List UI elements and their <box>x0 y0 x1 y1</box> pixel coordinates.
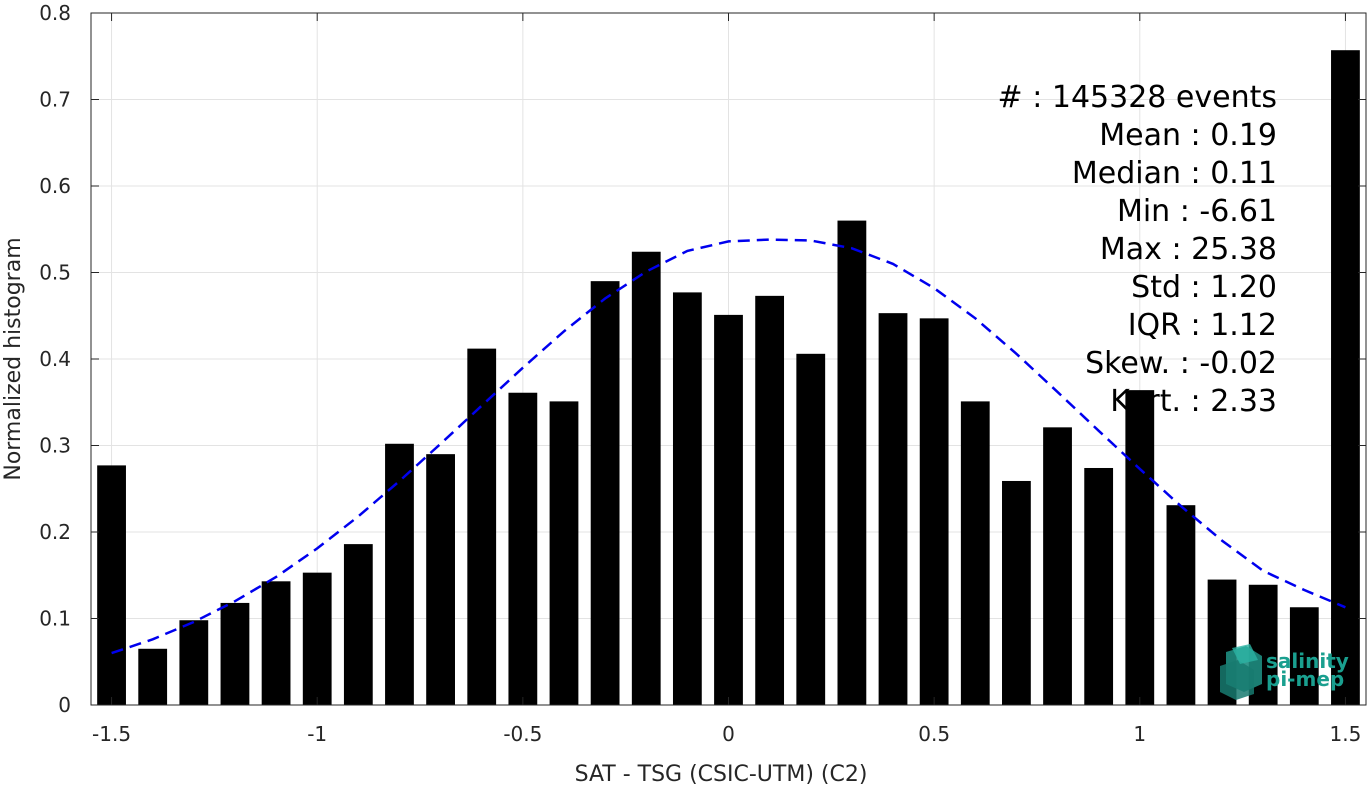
x-tick-label: -1 <box>307 722 327 746</box>
x-tick-label: 0.5 <box>918 722 950 746</box>
histogram-bar <box>672 292 702 705</box>
logo-text-pimep: pi-mep <box>1266 667 1344 691</box>
stat-line: Min : -6.61 <box>1117 194 1277 229</box>
y-tick-label: 0 <box>58 693 71 717</box>
stat-line: Max : 25.38 <box>1100 232 1277 267</box>
histogram-bar <box>343 544 373 705</box>
y-axis-ticks: 0 0.1 0.2 0.3 0.4 0.5 0.6 0.7 0.8 <box>39 1 1366 717</box>
histogram-bars <box>97 50 1360 706</box>
stat-line: Std : 1.20 <box>1131 270 1277 305</box>
histogram-bar <box>1002 480 1031 705</box>
histogram-bar <box>1166 505 1196 705</box>
y-tick-label: 0.5 <box>39 261 71 285</box>
histogram-bar <box>179 620 209 705</box>
x-axis-ticks: -1.5 -1 -0.5 0 0.5 1 1.5 <box>92 13 1361 746</box>
histogram-bar <box>1043 427 1072 705</box>
y-tick-label: 0.7 <box>39 88 71 112</box>
y-tick-label: 0.8 <box>39 1 71 25</box>
histogram-bar <box>508 392 538 705</box>
histogram-bar <box>220 602 250 705</box>
histogram-bar <box>302 572 332 705</box>
histogram-bar <box>467 348 497 705</box>
histogram-bar <box>878 313 908 705</box>
stat-line: Mean : 0.19 <box>1099 118 1277 153</box>
histogram-bar <box>755 295 785 705</box>
histogram-bar <box>1289 607 1319 705</box>
stat-line: IQR : 1.12 <box>1128 308 1277 343</box>
stat-line: # : 145328 events <box>998 80 1277 115</box>
histogram-bar <box>261 581 291 705</box>
y-tick-label: 0.6 <box>39 174 71 198</box>
stat-line: Skew. : -0.02 <box>1085 346 1277 381</box>
x-tick-label: -0.5 <box>503 722 542 746</box>
y-axis-label: Normalized histogram <box>1 237 26 480</box>
stat-line: Median : 0.11 <box>1072 156 1277 191</box>
logo-text-salinity: salinity <box>1266 649 1349 673</box>
y-tick-label: 0.1 <box>39 607 71 631</box>
y-tick-label: 0.4 <box>39 347 71 371</box>
histogram-bar <box>385 443 414 705</box>
x-tick-label: 0 <box>722 722 735 746</box>
histogram-bar <box>837 220 867 705</box>
gaussian-fit-curve <box>111 238 1346 655</box>
histogram-bar <box>796 353 826 705</box>
histogram-bar <box>631 251 661 706</box>
histogram-bar <box>1084 467 1114 705</box>
histogram-bar <box>919 318 949 705</box>
histogram-bar <box>590 281 620 705</box>
histogram-bar <box>549 401 579 705</box>
histogram-bar <box>960 401 990 705</box>
histogram-bar <box>97 465 126 705</box>
cube-logo-icon <box>1220 644 1262 700</box>
histogram-bar <box>1125 390 1155 705</box>
histogram-bar <box>714 314 743 705</box>
x-tick-label: 1.5 <box>1330 722 1362 746</box>
x-tick-label: 1 <box>1133 722 1146 746</box>
y-tick-label: 0.2 <box>39 520 71 544</box>
x-tick-label: -1.5 <box>92 722 131 746</box>
x-axis-label: SAT - TSG (CSIC-UTM) (C2) <box>575 762 868 785</box>
salinity-pimep-logo: salinity pi-mep <box>1220 644 1349 700</box>
stat-line: Kurt. : 2.33 <box>1110 384 1277 419</box>
histogram-bar <box>426 454 455 705</box>
y-tick-label: 0.3 <box>39 434 71 458</box>
histogram-bar <box>1331 50 1360 705</box>
histogram-bar <box>138 648 168 705</box>
